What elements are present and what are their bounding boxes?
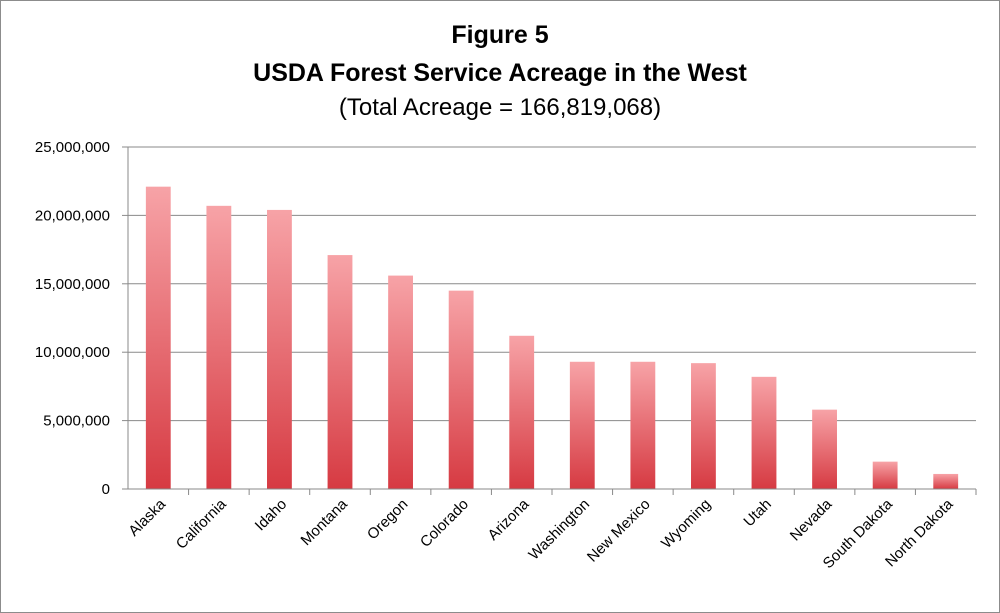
category-label: Nevada xyxy=(787,495,836,544)
bar-california xyxy=(206,205,232,489)
bar-washington xyxy=(569,361,595,489)
y-tick-label: 0 xyxy=(102,481,110,498)
category-label: Alaska xyxy=(125,495,169,539)
axes xyxy=(122,146,977,495)
bar-idaho xyxy=(267,209,292,490)
bar-oregon xyxy=(388,275,413,489)
y-tick-label: 5,000,000 xyxy=(43,413,110,430)
category-label: Montana xyxy=(298,495,352,549)
x-axis-category-labels: Alaska California Idaho Montana Oregon Colora… xyxy=(125,495,957,572)
bar-wyoming xyxy=(691,363,716,489)
category-label: Utah xyxy=(740,496,774,530)
chart-total-acreage: (Total Acreage = 166,819,068) xyxy=(339,94,661,121)
bar-montana xyxy=(327,255,353,489)
y-tick-label: 20,000,000 xyxy=(35,207,110,224)
category-label: Arizona xyxy=(485,495,533,543)
bars xyxy=(145,186,959,490)
y-tick-label: 10,000,000 xyxy=(35,344,110,361)
bar-colorado xyxy=(448,290,474,489)
bar-north-dakota xyxy=(933,473,959,489)
bar-alaska xyxy=(145,186,171,489)
bar-south-dakota xyxy=(872,461,898,489)
y-axis-tick-labels: 0 5,000,000 10,000,000 15,000,000 20,000,000… xyxy=(35,139,110,498)
category-label: Oregon xyxy=(364,496,411,543)
category-label: Colorado xyxy=(417,496,472,551)
gridlines xyxy=(128,146,976,422)
bar-arizona xyxy=(509,335,535,489)
category-label: New Mexico xyxy=(584,496,654,566)
y-tick-label: 25,000,000 xyxy=(35,139,110,156)
category-label: Wyoming xyxy=(658,496,714,552)
bar-nevada xyxy=(812,409,837,489)
bar-new-mexico xyxy=(630,361,656,489)
chart-title: Figure 5 xyxy=(451,21,548,49)
chart-subtitle: USDA Forest Service Acreage in the West xyxy=(253,59,747,87)
bar-utah xyxy=(751,376,777,489)
category-label: Idaho xyxy=(252,496,291,535)
category-label: California xyxy=(173,495,230,552)
y-tick-label: 15,000,000 xyxy=(35,276,110,293)
